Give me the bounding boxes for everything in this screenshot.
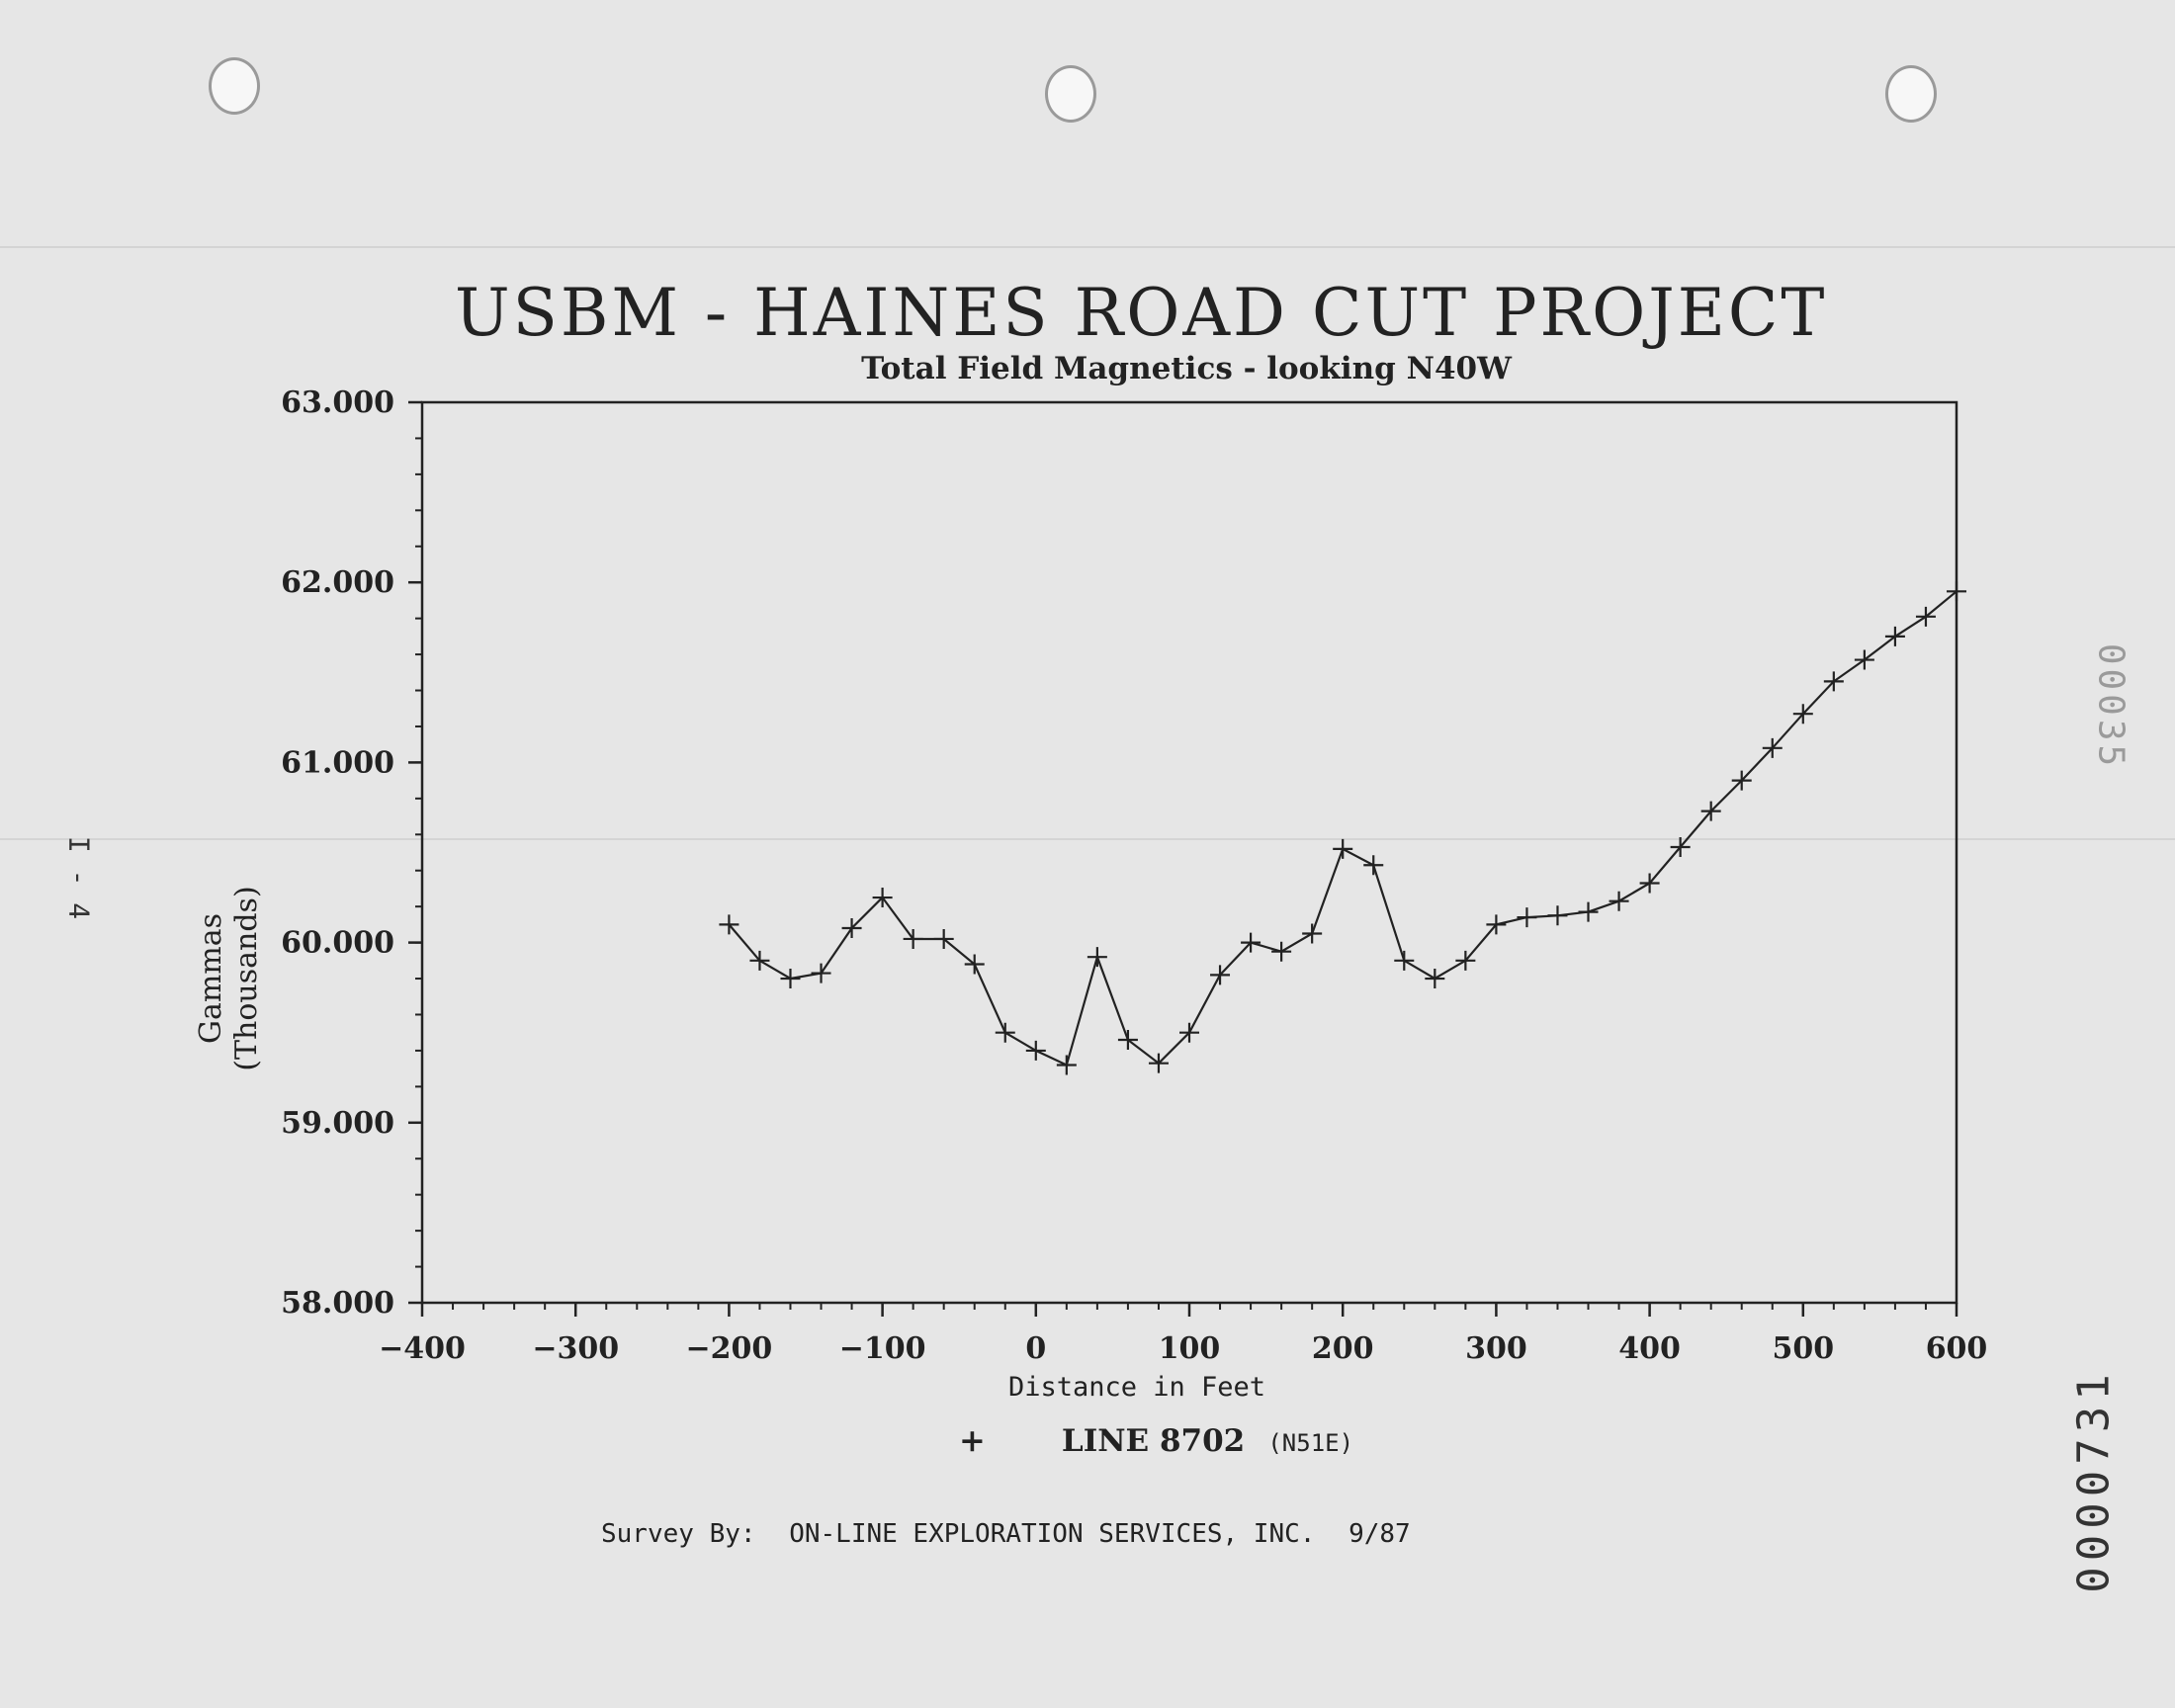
data-point: [719, 914, 740, 935]
data-point: [1363, 855, 1384, 876]
legend-series-direction: (N51E): [1267, 1429, 1354, 1457]
x-tick-label: −400: [379, 1331, 466, 1366]
data-point: [1394, 950, 1415, 971]
data-point: [1578, 901, 1599, 922]
punch-hole-center: [1045, 65, 1096, 123]
data-point: [1762, 737, 1783, 758]
x-tick-label: −200: [686, 1331, 773, 1366]
data-point: [964, 954, 985, 975]
data-point: [1884, 626, 1905, 646]
x-tick-label: 200: [1312, 1331, 1374, 1366]
data-point: [1486, 914, 1507, 935]
data-point: [1792, 704, 1813, 725]
survey-organization: ON-LINE EXPLORATION SERVICES, INC.: [789, 1519, 1316, 1549]
faded-stamp-text: 00035: [2090, 642, 2132, 771]
x-tick-label: 500: [1772, 1331, 1834, 1366]
data-point: [1731, 770, 1752, 791]
survey-date: 9/87: [1348, 1519, 1411, 1549]
data-point: [780, 969, 801, 989]
chart-subtitle: Total Field Magnetics - looking N40W: [861, 351, 1512, 386]
data-point: [1087, 947, 1107, 968]
y-tick-label: 62.000: [281, 565, 394, 600]
series-line: [728, 590, 1958, 1068]
y-tick-label: 60.000: [281, 926, 394, 961]
x-axis-label: Distance in Feet: [1007, 1372, 1266, 1403]
data-point: [1700, 801, 1721, 821]
data-point: [1915, 606, 1936, 627]
data-point: [995, 1022, 1015, 1043]
data-point: [811, 963, 831, 983]
data-point: [872, 888, 893, 908]
x-tick-label: 400: [1618, 1331, 1681, 1366]
data-point: [1517, 907, 1537, 928]
page-number-text: I - 4: [62, 835, 96, 920]
data-point: [1609, 891, 1629, 911]
data-point: [1148, 1053, 1169, 1073]
data-point: [1425, 969, 1445, 989]
y-tick-label: 58.000: [281, 1286, 394, 1321]
x-tick-label: 0: [1025, 1331, 1046, 1366]
data-point: [1117, 1029, 1138, 1050]
data-point: [1823, 671, 1844, 692]
survey-label: Survey By:: [601, 1519, 756, 1549]
data-point: [841, 918, 862, 939]
x-tick-label: 600: [1926, 1331, 1988, 1366]
data-point: [903, 928, 923, 949]
data-point: [933, 928, 954, 949]
x-tick-label: −100: [839, 1331, 926, 1366]
data-point: [1241, 932, 1262, 953]
plot-frame: [420, 400, 1958, 1305]
x-tick-label: −300: [532, 1331, 619, 1366]
y-tick-label: 61.000: [281, 745, 394, 780]
y-tick-label: 63.000: [281, 385, 394, 420]
data-point: [1333, 838, 1353, 859]
data-point: [749, 950, 770, 971]
data-point: [1302, 923, 1323, 944]
data-point: [1025, 1040, 1046, 1061]
x-tick-label: 100: [1159, 1331, 1221, 1366]
fold-line: [0, 838, 2175, 840]
x-tick-label: 300: [1465, 1331, 1527, 1366]
data-point: [1179, 1022, 1199, 1043]
legend: + LINE 8702 (N51E): [959, 1421, 1552, 1459]
data-point: [1455, 950, 1476, 971]
data-point: [1056, 1055, 1077, 1075]
data-point: [1670, 837, 1691, 858]
document-number-text: 0000731: [2068, 1368, 2120, 1593]
y-tick-label: 59.000: [281, 1106, 394, 1141]
punch-hole-left: [209, 57, 260, 115]
chart-title: USBM - HAINES ROAD CUT PROJECT: [455, 275, 1828, 351]
data-point: [1854, 649, 1874, 670]
data-point: [1210, 965, 1231, 985]
legend-marker: +: [959, 1421, 986, 1459]
legend-series-name: LINE 8702: [1061, 1423, 1246, 1459]
survey-credit: Survey By: ON-LINE EXPLORATION SERVICES,…: [601, 1519, 1491, 1549]
data-point: [1947, 581, 1966, 602]
data-point: [1547, 905, 1568, 926]
fold-line: [0, 246, 2175, 248]
data-point: [1271, 941, 1292, 962]
data-point: [1639, 873, 1660, 894]
punch-hole-right: [1885, 65, 1937, 123]
